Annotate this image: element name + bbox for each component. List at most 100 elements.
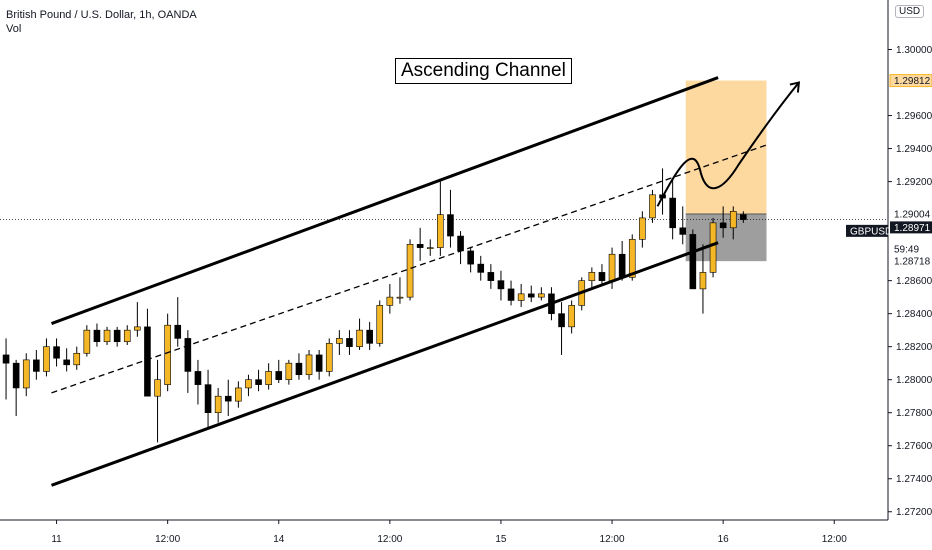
candle-body xyxy=(265,371,272,385)
candle-body xyxy=(154,379,161,397)
candle-body xyxy=(22,359,30,389)
candle-body xyxy=(618,253,626,278)
y-tick-label: 1.29200 xyxy=(896,177,932,188)
projection-arrowhead xyxy=(789,81,801,93)
candle-body xyxy=(245,379,252,389)
y-tick-label: 1.28600 xyxy=(896,276,932,287)
candle-body xyxy=(83,329,91,354)
chart-legend: British Pound / U.S. Dollar, 1h, OANDA V… xyxy=(6,8,197,36)
price-label-current: 1.28971 xyxy=(894,223,931,234)
candle-body xyxy=(33,359,40,372)
price-label-stop: 1.28718 xyxy=(894,257,931,268)
candle-body xyxy=(527,293,535,298)
candle-body xyxy=(356,329,363,347)
candle-body xyxy=(305,354,313,376)
candle-body xyxy=(517,293,525,301)
currency-selector[interactable]: USD xyxy=(895,5,925,18)
price-label-target: 1.29812 xyxy=(894,76,931,87)
candle-body xyxy=(457,235,464,252)
candle-body xyxy=(538,293,545,298)
symbol-title: British Pound / U.S. Dollar, 1h, OANDA xyxy=(6,9,197,21)
y-tick-label: 1.29400 xyxy=(896,144,932,155)
candle-body xyxy=(558,313,565,328)
price-label-entry: 1.29004 xyxy=(894,209,931,220)
y-tick-label: 1.27600 xyxy=(896,441,932,452)
candle-body xyxy=(285,362,293,380)
y-tick-label: 1.28400 xyxy=(896,309,932,320)
candle-body xyxy=(174,324,182,339)
x-tick-label: 16 xyxy=(718,534,730,545)
candle-body xyxy=(93,329,101,343)
candle-body xyxy=(679,227,687,235)
x-tick-label: 15 xyxy=(495,534,507,545)
y-tick-label: 1.28000 xyxy=(896,375,932,386)
x-tick-label: 14 xyxy=(273,534,285,545)
price-label-bg-current xyxy=(890,221,932,234)
candle-body xyxy=(204,384,212,413)
candle-body xyxy=(235,387,242,402)
candle-body xyxy=(376,305,384,344)
y-tick-label: 1.30000 xyxy=(896,45,932,56)
chart-annotation-title: Ascending Channel xyxy=(395,58,572,84)
candle-body xyxy=(214,395,222,413)
candle-body xyxy=(194,371,202,385)
candle-body xyxy=(43,346,50,372)
candle-body xyxy=(568,305,575,328)
candle-body xyxy=(689,234,697,290)
candle-body xyxy=(588,272,596,281)
target-zone xyxy=(685,80,767,214)
y-tick-label: 1.29600 xyxy=(896,111,932,122)
candle-body xyxy=(103,329,111,343)
candle-body xyxy=(255,379,262,385)
x-tick-label: 12:00 xyxy=(377,534,402,545)
stop-zone xyxy=(685,213,767,262)
candle-body xyxy=(184,338,192,372)
candle-body xyxy=(346,338,353,347)
candle-body xyxy=(437,214,444,248)
candle-body xyxy=(386,296,394,306)
candle-body xyxy=(12,362,20,389)
x-tick-label: 12:00 xyxy=(822,534,847,545)
candle-body xyxy=(325,343,333,372)
candle-body xyxy=(164,324,171,385)
y-tick-label: 1.27800 xyxy=(896,408,932,419)
candle-body xyxy=(336,338,343,344)
candle-body xyxy=(649,194,656,219)
candle-body xyxy=(224,395,232,402)
x-tick-label: 12:00 xyxy=(155,534,180,545)
x-tick-label: 12:00 xyxy=(600,534,625,545)
candle-body xyxy=(63,359,70,366)
candle-body xyxy=(275,371,283,380)
price-label-bg-symbol xyxy=(846,224,888,237)
projection-path xyxy=(656,81,800,207)
price-label-countdown: 59:49 xyxy=(894,245,919,256)
candle-body xyxy=(2,354,10,364)
volume-indicator-label[interactable]: Vol xyxy=(6,23,22,35)
candle-body xyxy=(729,211,737,229)
candle-body xyxy=(719,222,727,229)
candle-body xyxy=(467,250,474,265)
candle-body xyxy=(295,362,303,376)
price-label-bg-target xyxy=(889,74,932,88)
candle-body xyxy=(134,326,141,331)
position-zones xyxy=(0,80,888,262)
candle-body xyxy=(73,352,81,366)
channel-upper-line xyxy=(50,76,719,325)
candle-body xyxy=(426,247,434,249)
candle-body xyxy=(113,329,121,343)
candles xyxy=(2,168,747,443)
channel-lower-line xyxy=(50,241,719,487)
candle-body xyxy=(699,272,707,290)
candle-body xyxy=(598,272,606,281)
price-label-bg-stop xyxy=(890,255,932,268)
price-label-bg-countdown xyxy=(890,243,932,256)
candle-body xyxy=(497,280,505,290)
candle-body xyxy=(740,214,747,220)
channel-midline xyxy=(51,143,769,394)
candle-body xyxy=(477,263,485,273)
candle-body xyxy=(709,222,717,273)
candle-body xyxy=(416,244,424,248)
